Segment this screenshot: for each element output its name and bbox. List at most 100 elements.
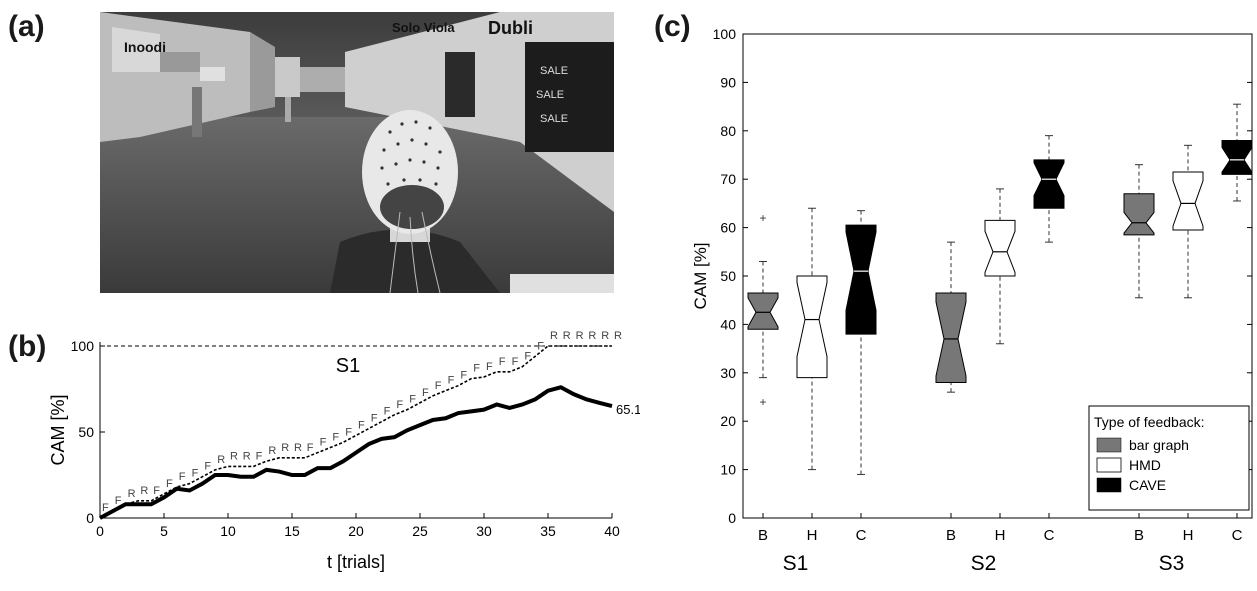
photo-sale-1: SALE [540,65,568,77]
trial-label: F [345,426,352,438]
group-label-S2: S2 [971,552,997,575]
y-tick-label: 100 [71,338,95,354]
trial-label: R [588,330,596,342]
photo-sign-1: Inoodi [124,39,166,55]
x-tick-label: C [1044,527,1055,544]
chart-b-title: S1 [336,355,360,377]
x-tick-label: B [758,527,768,544]
series-line-solid-thick [99,385,613,520]
trial-label: F [524,351,531,363]
legend-title: Type of feedback: [1094,414,1205,430]
y-tick-label: 20 [720,413,736,429]
x-tick-label: C [1232,527,1243,544]
box-plot-c: 0 10 20 30 40 50 60 70 80 90 100 + + B H C S1 B H C S2 B H C S… [691,26,1253,575]
photo-sale-2: SALE [536,89,564,101]
trial-label: R [243,450,251,462]
outlier-marker: + [759,395,766,409]
chart-b-ylabel: CAM [%] [48,394,68,465]
chart-b-xlabel: t [trials] [327,552,385,572]
trial-label: R [140,485,148,497]
x-tick-label: H [995,527,1006,544]
trial-label: F [102,502,109,514]
trial-label: F [396,399,403,411]
box-S1-C [845,224,877,335]
box-S3-H [1172,171,1204,231]
y-tick-label: 70 [720,171,736,187]
x-tick-label: 0 [96,523,104,539]
trial-label: F [384,406,391,418]
group-label-S1: S1 [783,552,809,575]
vr-street-photo: Inoodi Solo Viola Dubli SALE SALE SALE [100,12,614,293]
series-line-dotted [99,345,612,519]
group-label-S3: S3 [1159,552,1185,575]
trial-label: R [614,330,622,342]
box-S1-B [747,292,779,330]
photo-sign-3: Dubli [488,18,533,38]
y-tick-label: 60 [720,220,736,236]
x-tick-label: 35 [540,523,556,539]
trial-label: R [294,442,302,454]
trial-label: F [409,394,416,406]
x-tick-label: 15 [284,523,300,539]
box-S2-B [935,292,967,383]
x-tick-label: 5 [160,523,168,539]
trial-label: R [576,330,584,342]
trial-label: F [115,495,122,507]
box-S2-H [984,219,1016,277]
trial-label: F [166,478,173,490]
legend-swatch-hmd [1096,457,1122,473]
trial-label: R [230,450,238,462]
trial-label: F [486,361,493,373]
trial-label: F [204,461,211,473]
vr-street-scene: Inoodi Solo Viola Dubli SALE SALE SALE [100,12,614,293]
trial-label: R [281,442,289,454]
chart-c-ylabel: CAM [%] [691,242,710,309]
trial-label: F [422,387,429,399]
x-tick-label: C [856,527,867,544]
trial-label: F [320,437,327,449]
trial-label: F [192,468,199,480]
y-tick-label: 90 [720,74,736,90]
x-tick-label: 25 [412,523,428,539]
x-tick-label: 40 [604,523,620,539]
x-tick-label: H [807,527,818,544]
trial-label: F [307,442,314,454]
trial-label: R [268,445,276,457]
trial-label: F [179,471,186,483]
trial-label: F [153,485,160,497]
x-tick-label: H [1183,527,1194,544]
outlier-marker: + [759,211,766,225]
y-tick-label: 10 [720,462,736,478]
x-tick-label: 10 [220,523,236,539]
trial-label: F [358,419,365,431]
trial-label: R [563,330,571,342]
trial-label: F [448,375,455,387]
panel-label-a: (a) [8,10,45,43]
x-tick-label: B [946,527,956,544]
trial-label: F [256,450,263,462]
trial-label: F [473,363,480,375]
box-S3-B [1123,193,1155,236]
y-tick-label: 30 [720,365,736,381]
y-tick-label: 50 [78,424,94,440]
y-tick-label: 0 [86,510,94,526]
trial-label: F [371,413,378,425]
trial-label: F [460,370,467,382]
trial-label: F [499,356,506,368]
x-tick-label: B [1134,527,1144,544]
chart-b-end-label: 65.1 % [616,402,640,417]
box-S2-C [1033,159,1065,209]
y-tick-label: 50 [720,268,736,284]
legend-label-hmd: HMD [1129,457,1161,473]
panel-label-b: (b) [8,330,47,363]
trial-label: R [217,454,225,466]
photo-sale-3: SALE [540,113,568,125]
x-tick-label: 20 [348,523,364,539]
trial-label: F [332,431,339,443]
y-tick-label: 80 [720,123,736,139]
legend-label-bar-graph: bar graph [1129,437,1189,453]
y-tick-label: 100 [713,26,737,42]
trial-label: F [435,380,442,392]
box-S3-C [1221,139,1253,175]
